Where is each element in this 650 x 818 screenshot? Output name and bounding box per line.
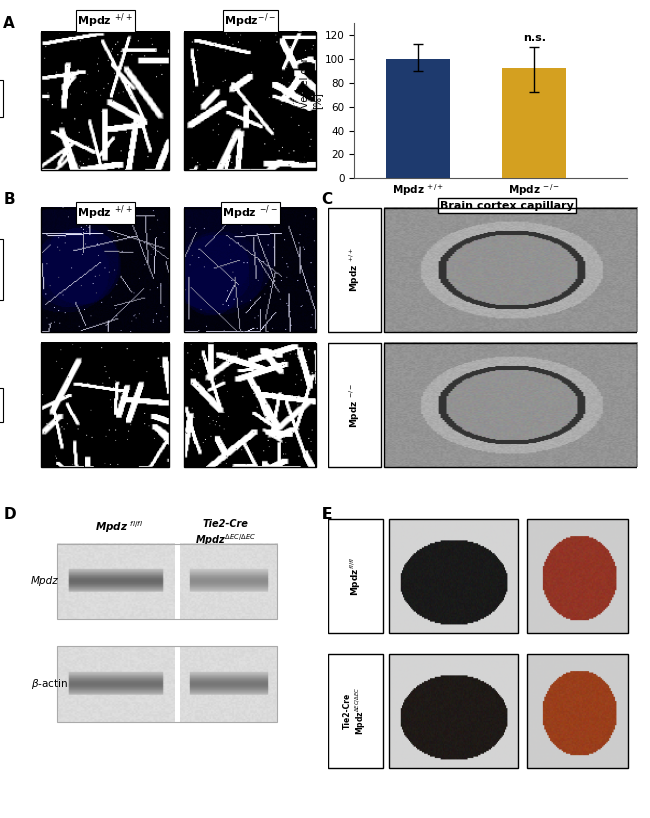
Text: Mpdz: Mpdz: [31, 577, 58, 587]
Text: Mpdz $^{+/+}$: Mpdz $^{+/+}$: [77, 11, 133, 30]
Text: C: C: [322, 192, 333, 207]
Bar: [386, 59, 450, 178]
Y-axis label: brain microvessel density
[%]: brain microvessel density [%]: [300, 38, 322, 164]
Text: E: E: [322, 507, 332, 522]
Text: D: D: [3, 507, 16, 522]
Bar: [328, 343, 381, 467]
Text: E: E: [322, 507, 332, 522]
Text: A: A: [3, 16, 15, 31]
Bar: [185, 208, 316, 332]
Bar: [328, 519, 384, 633]
Bar: [185, 343, 316, 467]
Text: $\beta$-actin: $\beta$-actin: [31, 677, 68, 691]
Bar: [527, 519, 628, 633]
Text: Mpdz $^{+/+}$: Mpdz $^{+/+}$: [347, 247, 361, 293]
Bar: [389, 654, 517, 767]
Text: Mpdz$^{-/-}$: Mpdz$^{-/-}$: [224, 11, 276, 30]
Bar: [384, 208, 637, 332]
Bar: [185, 32, 316, 170]
Text: Mpdz $^{-/-}$: Mpdz $^{-/-}$: [347, 382, 361, 428]
Bar: [41, 32, 169, 170]
Bar: [384, 343, 637, 467]
Text: n.s.: n.s.: [523, 34, 546, 43]
Bar: [389, 519, 517, 633]
Bar: [328, 208, 381, 332]
Text: Mpdz$^{fl/fl}$: Mpdz$^{fl/fl}$: [348, 556, 363, 596]
Text: Tie2-Cre
Mpdz$^{ΔEC/ΔEC}$: Tie2-Cre Mpdz$^{ΔEC/ΔEC}$: [343, 687, 369, 735]
Bar: [502, 69, 566, 178]
Text: B: B: [3, 192, 15, 207]
Bar: [41, 343, 169, 467]
Text: Mpdz $^{fl/fl}$: Mpdz $^{fl/fl}$: [96, 519, 144, 535]
Bar: [57, 646, 277, 721]
Text: Mpdz $^{-/-}$: Mpdz $^{-/-}$: [222, 204, 278, 222]
Bar: [328, 654, 384, 767]
Bar: [57, 544, 277, 619]
Bar: [527, 654, 628, 767]
Text: Brain cortex capillary: Brain cortex capillary: [441, 200, 574, 210]
Text: Tie2-Cre
Mpdz$^{ΔEC/ΔEC}$: Tie2-Cre Mpdz$^{ΔEC/ΔEC}$: [195, 519, 256, 547]
Bar: [41, 208, 169, 332]
Text: Mpdz $^{+/+}$: Mpdz $^{+/+}$: [77, 204, 133, 222]
